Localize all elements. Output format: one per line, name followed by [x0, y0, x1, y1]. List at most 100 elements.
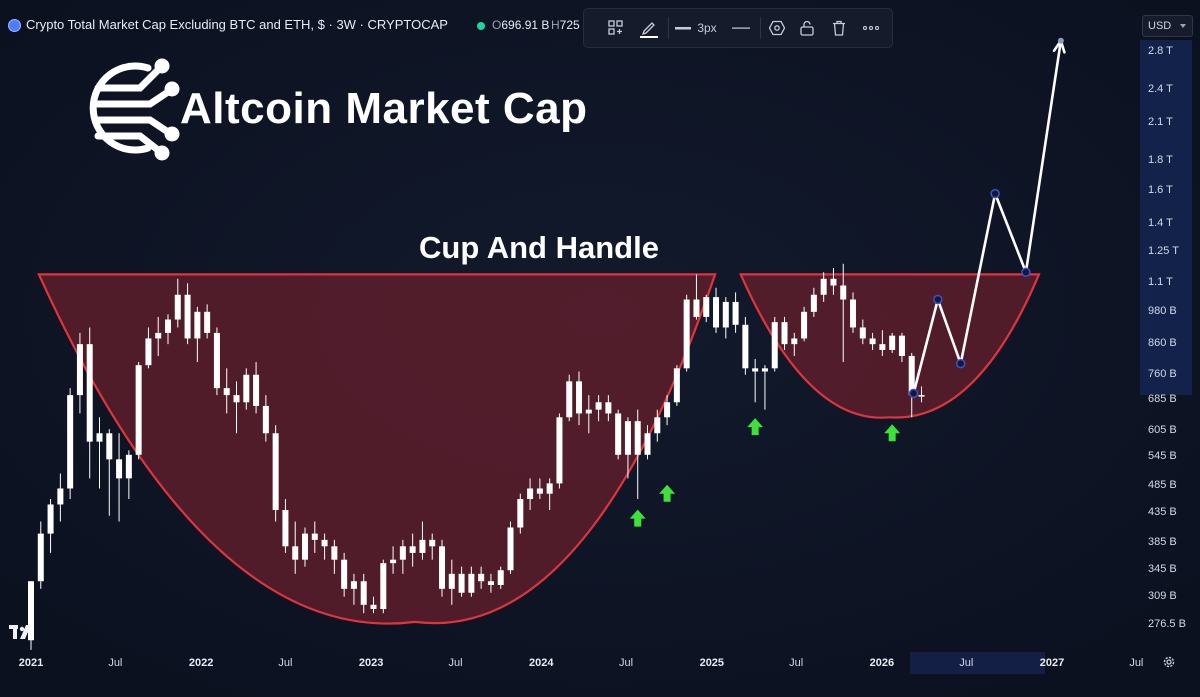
candle-body: [223, 388, 230, 396]
pattern-label: Cup And Handle: [419, 230, 659, 265]
candle-body: [380, 563, 387, 609]
x-tick-label: 2022: [188, 657, 214, 669]
candle-body: [703, 297, 710, 317]
toolbar-separator: [760, 17, 761, 39]
line-color-pencil-icon[interactable]: [636, 17, 662, 39]
y-tick-label: 309 B: [1148, 590, 1177, 603]
y-tick-label: 276.5 B: [1148, 618, 1186, 630]
candle-body: [889, 335, 896, 350]
candle-body: [595, 402, 602, 410]
projection-line: [912, 40, 1063, 394]
candle-body: [869, 338, 876, 345]
lock-icon[interactable]: [794, 17, 820, 39]
candle-body: [536, 488, 543, 494]
y-tick-label: 2.1 T: [1148, 116, 1173, 129]
templates-icon[interactable]: [604, 17, 628, 39]
y-tick-label: 1.25 T: [1148, 244, 1179, 257]
projection-end-point: [1057, 37, 1064, 44]
candle-body: [370, 604, 377, 609]
line-width-select[interactable]: 3px: [672, 17, 720, 39]
candle-body: [116, 459, 123, 479]
x-tick-label: Jul: [619, 657, 634, 669]
green-arrows: [629, 418, 901, 527]
candle-series: [28, 263, 925, 650]
projection-point: [933, 294, 943, 305]
candle-body: [458, 573, 465, 593]
ohlc-open-value: 696.91 B: [501, 18, 550, 32]
price-axis-highlight: [1140, 40, 1192, 395]
x-tick-label: 2023: [358, 657, 384, 669]
x-tick-label: Jul: [959, 657, 974, 669]
candle-body: [311, 533, 318, 540]
y-tick-label: 2.8 T: [1148, 45, 1173, 57]
projection-point: [1021, 267, 1031, 277]
candle-body: [478, 573, 485, 582]
x-tick-label: Jul: [448, 657, 463, 669]
up-arrow-icon: [629, 509, 646, 527]
candle-body: [106, 433, 113, 460]
x-tick-label: Jul: [108, 657, 123, 669]
candle-body: [908, 355, 915, 396]
candle-body: [292, 546, 299, 560]
candle-body: [879, 344, 886, 350]
currency-select[interactable]: USD: [1142, 15, 1193, 37]
candle-body: [850, 299, 857, 328]
candle-body: [439, 546, 446, 589]
candle-body: [859, 327, 866, 339]
symbol-title[interactable]: Crypto Total Market Cap Excluding BTC an…: [26, 17, 448, 32]
candle-body: [282, 510, 289, 547]
candle-body: [76, 344, 83, 396]
projection-point: [955, 358, 966, 369]
candle-body: [771, 322, 778, 369]
candle-body: [791, 338, 798, 345]
candle-body: [742, 324, 749, 369]
tradingview-logo-icon[interactable]: [9, 624, 35, 644]
candle-body: [810, 294, 817, 312]
axis-settings-gear-icon[interactable]: [1162, 655, 1176, 669]
candle-body: [566, 381, 573, 418]
candle-body: [243, 374, 250, 403]
candle-body: [253, 374, 260, 406]
y-tick-label: 485 B: [1148, 478, 1177, 491]
candle-body: [448, 573, 455, 589]
more-options-icon[interactable]: [858, 17, 884, 39]
toolbar-separator: [668, 17, 669, 39]
candle-body: [37, 533, 44, 582]
y-tick-label: 385 B: [1148, 536, 1177, 549]
candle-body: [47, 504, 54, 534]
ohlc-open: O696.91 B: [492, 18, 549, 32]
candle-body: [664, 402, 671, 418]
candle-body: [517, 499, 524, 528]
candle-body: [693, 299, 700, 317]
candle-body: [497, 570, 504, 586]
candle-body: [331, 546, 338, 560]
symbol-icon[interactable]: [8, 19, 21, 32]
candle-body: [576, 381, 583, 414]
projection-path: [908, 37, 1066, 399]
candle-body: [468, 573, 475, 593]
projection-point: [990, 188, 1000, 199]
candle-body: [350, 581, 357, 589]
candle-body: [341, 559, 348, 589]
logo-title: Altcoin Market Cap: [180, 84, 588, 133]
candle-body: [86, 344, 93, 442]
trash-icon[interactable]: [826, 17, 852, 39]
candle-body: [155, 332, 162, 339]
y-tick-label: 1.6 T: [1148, 183, 1173, 196]
candle-body: [615, 413, 622, 455]
line-style-icon[interactable]: [728, 17, 754, 39]
candle-body: [57, 488, 64, 505]
candle-body: [507, 527, 514, 571]
candle-body: [409, 546, 416, 553]
candle-body: [302, 533, 309, 560]
ohlc-high-value: 725: [559, 18, 580, 32]
candle-body: [213, 332, 220, 389]
y-tick-label: 2.4 T: [1148, 83, 1173, 96]
y-tick-label: 545 B: [1148, 450, 1177, 463]
candle-body: [233, 395, 240, 403]
x-tick-label: 2024: [529, 657, 554, 669]
y-tick-label: 980 B: [1148, 304, 1177, 317]
candle-body: [429, 539, 436, 547]
settings-hexagon-icon[interactable]: [764, 17, 790, 39]
